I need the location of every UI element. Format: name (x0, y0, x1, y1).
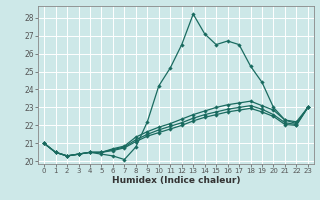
X-axis label: Humidex (Indice chaleur): Humidex (Indice chaleur) (112, 176, 240, 185)
